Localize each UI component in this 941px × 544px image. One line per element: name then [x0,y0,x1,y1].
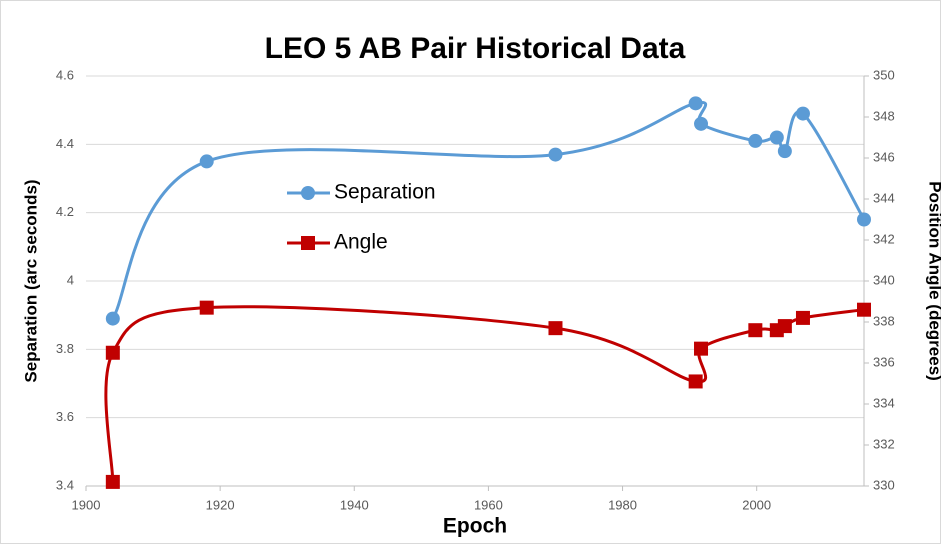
x-tick-label: 1920 [206,497,235,512]
marker [548,321,563,336]
y-axis-label: Separation (arc seconds) [21,179,40,382]
marker [857,212,871,227]
marker [777,319,792,334]
x-tick-label: 1900 [72,497,101,512]
y2-tick-label: 332 [873,436,895,451]
y2-tick-label: 336 [873,354,895,369]
legend-marker [301,186,315,200]
y2-tick-label: 334 [873,395,895,410]
legend-marker [301,236,315,250]
series-line [111,100,866,320]
marker [748,323,763,338]
y-tick-label: 4.2 [56,204,74,219]
x-tick-label: 1940 [340,497,369,512]
y-tick-label: 3.6 [56,409,74,424]
marker [199,300,214,315]
marker [105,311,120,326]
y2-tick-label: 344 [873,190,895,205]
y2-tick-label: 342 [873,231,895,246]
y-tick-label: 4.6 [56,67,74,82]
marker [688,96,703,111]
marker [548,147,563,162]
y2-tick-label: 338 [873,313,895,328]
marker [199,154,214,169]
y-tick-label: 3.8 [56,341,74,356]
marker [795,106,810,121]
marker [748,133,763,148]
x-axis-label: Epoch [443,515,507,538]
x-tick-label: 1960 [474,497,503,512]
y-tick-label: 4 [67,272,74,287]
marker [694,341,709,356]
y2-tick-label: 340 [873,272,895,287]
marker [105,474,120,489]
chart-title: LEO 5 AB Pair Historical Data [265,32,686,65]
y2-tick-label: 348 [873,108,895,123]
marker [777,144,792,159]
y2-tick-label: 346 [873,149,895,164]
y2-tick-label: 350 [873,67,895,82]
legend-label: Angle [334,231,388,254]
y-tick-label: 3.4 [56,477,74,492]
x-tick-label: 2000 [742,497,771,512]
marker [769,130,784,145]
marker [694,116,709,131]
legend-label: Separation [334,181,436,204]
marker [105,345,120,360]
y2-tick-label: 330 [873,477,895,492]
y2-axis-label: Position Angle (degrees) [926,181,941,381]
marker [795,310,810,325]
x-tick-label: 1980 [608,497,637,512]
y-tick-label: 4.4 [56,136,74,151]
marker [857,302,871,317]
marker [688,374,703,389]
